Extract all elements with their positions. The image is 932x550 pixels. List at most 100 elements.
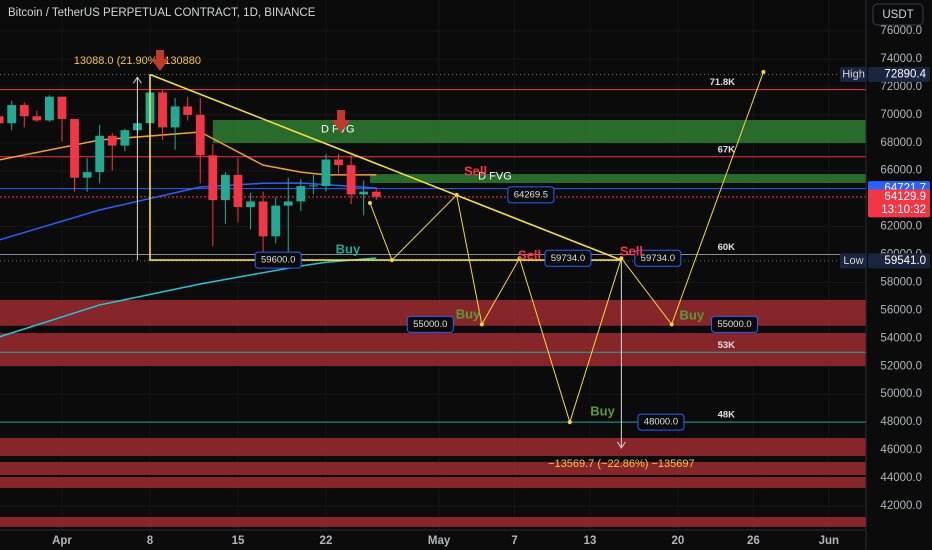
price-name-box [840,253,867,269]
projection-label: 55000.0 [413,319,447,330]
candle-body [95,135,105,173]
y-tick-label: 56000.0 [880,304,922,316]
chart-title: Bitcoin / TetherUS PERPETUAL CONTRACT, 1… [8,7,316,19]
price-name-box [840,66,867,82]
y-tick-label: 66000.0 [880,165,922,177]
projection-label-box [634,249,682,267]
y-tick-label: 46000.0 [880,444,922,456]
projection-point [761,69,766,74]
price-label-box [868,189,930,218]
candle-body [32,116,42,121]
projection-label: 55000.0 [717,319,751,330]
signal-label: Sell [518,247,541,262]
y-tick-label: 74000.0 [880,53,922,65]
measure-arrowhead [132,76,142,84]
candle-body [208,155,218,201]
projection-point [479,322,484,327]
price-label-box [868,253,930,269]
candle-body [346,165,356,195]
projection-point [389,258,394,263]
axis-layer: 42000.0 44000.0 46000.0 48000.0 50000.0 52000… [52,25,930,547]
y-tick-label: 54000.0 [880,332,922,344]
candle-body [19,105,29,117]
measure-arrowhead [616,441,626,449]
candle-body [258,201,268,237]
candle-body [57,96,67,120]
zone [0,333,866,366]
projection-label-box [406,315,454,333]
signal-label: Buy [679,307,704,322]
y-tick-label: 58000.0 [880,276,922,288]
candle-body [45,96,54,121]
countdown: 13:10:32 [881,204,926,216]
projection-label: 59734.0 [641,253,675,264]
projection-label-box [507,186,555,204]
x-tick-label: 8 [147,535,154,547]
candle-body [0,116,4,124]
candle-body [82,172,92,178]
y-tick-label: 42000.0 [880,500,922,512]
candle-body [158,92,167,128]
candle-body [233,174,243,208]
candle-body [296,186,306,202]
candle-body [308,185,318,187]
candle-body [220,174,230,201]
y-tick-label: 62000.0 [880,221,922,233]
projection-point [367,200,372,205]
candle-body [359,191,369,195]
projection-label: 48000.0 [644,417,678,428]
zone [0,517,866,527]
currency-button[interactable] [872,3,924,26]
candle-body [271,205,281,237]
triangle [149,73,622,261]
signal-label: Buy [336,241,361,256]
candle-body [170,106,180,128]
x-tick-label: 13 [584,535,597,547]
signal-label: Sell [620,243,643,258]
x-tick-label: Jun [819,535,839,547]
x-tick-label: 22 [320,535,333,547]
price-name: Low [843,255,863,267]
projection-label: 59600.0 [261,255,295,266]
signal-label: Sell [464,164,487,179]
projection-label-box [544,249,592,267]
x-tick-label: May [428,535,451,547]
x-tick-label: 20 [672,535,685,547]
candle-body [7,105,17,124]
y-tick-label: 72000.0 [880,81,922,93]
price-label: 64129.9 [884,191,926,203]
zone-label: D FVG [321,123,355,135]
zone [212,119,866,144]
price-label: 72890.4 [884,68,926,80]
level-label: 67K [718,144,736,155]
projection-point [669,322,674,327]
down-arrow-icon [332,110,350,133]
projection-label: 64269.5 [514,189,548,200]
projection-label: 59734.0 [551,253,585,264]
y-tick-label: 70000.0 [880,109,922,121]
candle-body [246,201,255,208]
zone [0,477,866,488]
candle-body [183,106,193,115]
zone [0,461,866,475]
candle-body [321,159,331,187]
price-label: 59541.0 [884,255,926,267]
zone-label: D FVG [478,170,512,182]
signal-label: Buy [456,306,481,321]
projection-label-box [637,413,685,431]
projection-label-box [711,315,759,333]
level-label: 71.8K [710,77,735,88]
measure-label: −13569.7 (−22.86%) −135697 [548,458,695,470]
signal-label: Buy [590,403,615,418]
candle-body [283,201,293,206]
measure-label: 13088.0 (21.90%) 130880 [74,55,201,67]
candle-body [195,114,205,156]
candle-body [120,130,130,146]
currency-label: USDT [882,9,913,21]
y-tick-label: 48000.0 [880,416,922,428]
level-label: 53K [718,340,736,351]
level-label: 60K [718,242,736,253]
